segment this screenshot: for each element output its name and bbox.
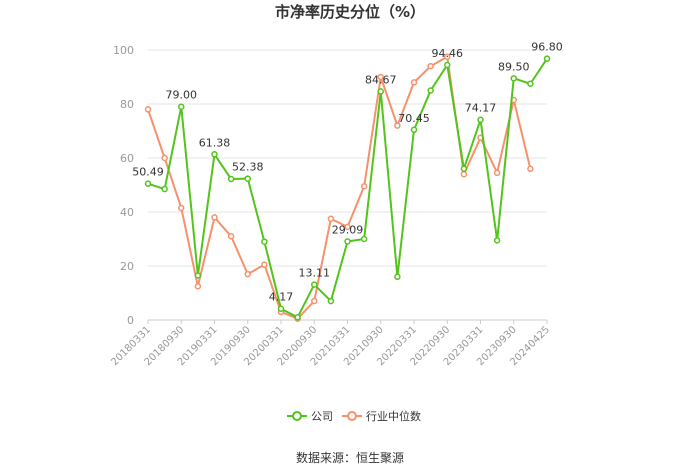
data-label: 52.38 <box>232 161 264 174</box>
y-tick-label: 40 <box>120 206 134 219</box>
data-point[interactable] <box>377 73 384 81</box>
data-point[interactable] <box>327 297 335 305</box>
data-point[interactable] <box>444 61 451 69</box>
data-point[interactable] <box>427 62 434 70</box>
data-point[interactable] <box>327 215 335 222</box>
data-point[interactable] <box>427 87 434 94</box>
data-point[interactable] <box>444 53 451 60</box>
data-point[interactable] <box>311 281 318 288</box>
y-tick-label: 100 <box>113 44 134 57</box>
y-tick-label: 60 <box>120 152 134 165</box>
data-point[interactable] <box>460 170 468 178</box>
data-point[interactable] <box>261 261 268 268</box>
data-point[interactable] <box>527 165 534 173</box>
data-label: 96.80 <box>531 41 563 54</box>
data-point[interactable] <box>144 106 152 113</box>
series-1 <box>144 53 534 322</box>
data-label: 4.17 <box>269 291 294 304</box>
data-point[interactable] <box>178 103 185 110</box>
data-point[interactable] <box>294 314 301 321</box>
grid-lines <box>148 49 547 321</box>
data-label: 74.17 <box>465 102 497 115</box>
data-label: 94.46 <box>432 47 464 60</box>
y-axis: 0 20 40 60 80 100 <box>113 44 134 327</box>
data-point[interactable] <box>261 238 268 245</box>
series-layer <box>144 53 551 322</box>
data-point[interactable] <box>227 233 235 240</box>
data-point[interactable] <box>460 165 468 173</box>
legend-label: 公司 <box>311 410 333 423</box>
data-point[interactable] <box>194 283 202 290</box>
data-point[interactable] <box>360 183 368 190</box>
data-label: 29.09 <box>332 223 364 236</box>
y-tick-label: 0 <box>127 314 134 327</box>
series-0 <box>144 55 551 321</box>
data-point[interactable] <box>161 154 168 162</box>
series-line <box>147 58 548 319</box>
legend-item-1[interactable]: 行业中位数 <box>342 409 421 423</box>
data-point[interactable] <box>527 80 534 87</box>
data-point[interactable] <box>227 175 235 183</box>
data-point[interactable] <box>377 88 384 95</box>
data-point[interactable] <box>493 169 501 177</box>
data-point[interactable] <box>543 55 551 62</box>
legend-item-0[interactable]: 公司 <box>287 410 333 423</box>
data-label: 70.45 <box>398 112 430 125</box>
legend-marker <box>292 411 302 421</box>
data-point[interactable] <box>311 297 318 305</box>
data-point[interactable] <box>493 237 501 244</box>
legend-label: 行业中位数 <box>366 409 421 423</box>
data-point[interactable] <box>360 235 368 243</box>
y-tick-label: 20 <box>120 260 134 273</box>
legend: 公司 行业中位数 <box>287 409 421 423</box>
data-label: 13.11 <box>299 267 331 280</box>
chart-title: 市净率历史分位（%） <box>275 3 425 21</box>
data-point[interactable] <box>144 180 152 187</box>
data-point[interactable] <box>244 270 251 278</box>
data-point[interactable] <box>344 223 351 231</box>
legend-marker <box>347 411 357 421</box>
data-point[interactable] <box>394 122 401 129</box>
data-point[interactable] <box>277 305 285 312</box>
data-point[interactable] <box>194 272 202 279</box>
data-label: 79.00 <box>166 89 198 102</box>
data-point[interactable] <box>244 175 251 182</box>
y-tick-label: 80 <box>120 98 134 111</box>
x-axis: 2018033120180930201903312019093020200331… <box>109 320 552 368</box>
data-point[interactable] <box>510 75 517 82</box>
data-point[interactable] <box>211 151 218 158</box>
data-point[interactable] <box>178 204 185 212</box>
data-point[interactable] <box>161 185 168 193</box>
data-point[interactable] <box>211 214 218 221</box>
data-label: 61.38 <box>199 136 231 149</box>
data-label: 84.67 <box>365 73 397 86</box>
data-point[interactable] <box>410 79 418 86</box>
data-point[interactable] <box>394 273 401 281</box>
series-line <box>147 55 532 320</box>
data-source-note: 数据来源：恒生聚源 <box>296 450 404 465</box>
data-point[interactable] <box>477 116 484 123</box>
data-point[interactable] <box>344 238 351 245</box>
data-label: 89.50 <box>498 60 530 73</box>
data-point[interactable] <box>410 126 418 134</box>
data-label: 50.49 <box>132 166 164 179</box>
